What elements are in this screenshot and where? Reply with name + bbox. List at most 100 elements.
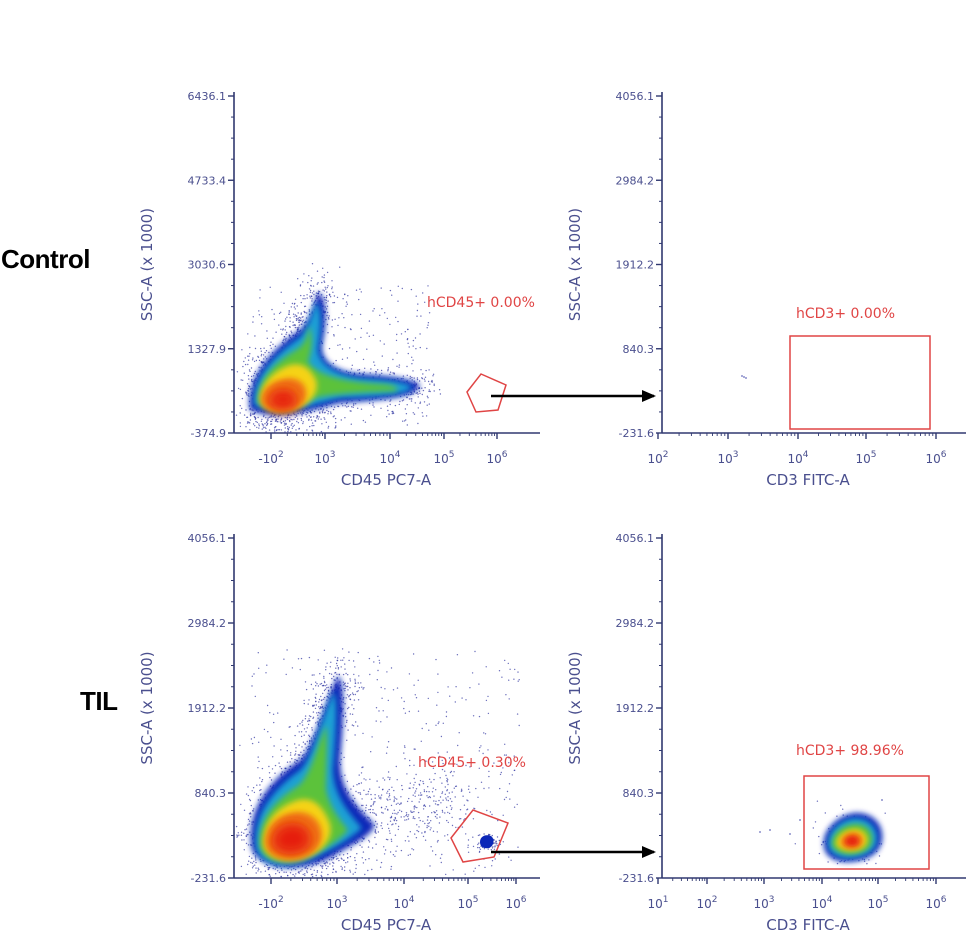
event-dot	[362, 862, 365, 864]
event-dot	[249, 419, 252, 421]
event-dot	[404, 758, 406, 760]
event-dot	[426, 795, 428, 797]
event-dot	[273, 414, 276, 417]
event-dot	[467, 844, 469, 846]
event-dot	[419, 401, 422, 403]
event-dot	[257, 867, 259, 869]
event-dot	[384, 399, 386, 401]
event-dot	[390, 399, 392, 401]
event-dot	[421, 412, 423, 414]
event-dot	[282, 420, 285, 423]
event-dot	[343, 869, 346, 872]
event-dot	[514, 668, 516, 671]
event-dot	[254, 418, 257, 421]
event-dot	[291, 422, 293, 425]
event-dot	[340, 865, 342, 868]
event-dot	[389, 832, 391, 834]
event-dot	[380, 861, 383, 864]
event-dot	[323, 689, 326, 692]
x-tick-label: 105	[433, 450, 454, 466]
event-dot	[266, 330, 268, 332]
event-dot	[415, 392, 417, 394]
event-dot	[339, 344, 341, 346]
event-dot	[362, 766, 364, 768]
event-dot	[262, 354, 265, 356]
event-dot	[326, 323, 329, 326]
event-dot	[309, 291, 312, 293]
event-dot	[451, 800, 453, 803]
event-dot	[310, 416, 312, 418]
event-dot	[247, 375, 250, 377]
event-dot	[374, 829, 377, 831]
event-dot	[430, 820, 432, 822]
event-dot	[266, 358, 268, 360]
event-dot	[250, 861, 252, 864]
event-dot	[329, 294, 331, 296]
event-dot	[505, 694, 507, 696]
y-tick-label: 6436.1	[188, 90, 227, 103]
event-dot	[268, 874, 270, 876]
event-dot	[371, 736, 373, 738]
event-dot	[427, 786, 429, 788]
event-dot	[266, 422, 269, 425]
event-dot	[395, 339, 398, 342]
event-dot	[308, 742, 311, 744]
event-dot	[288, 310, 290, 312]
event-dot	[298, 316, 301, 319]
event-dot	[298, 321, 300, 323]
event-dot	[241, 839, 243, 841]
event-dot	[513, 806, 516, 808]
event-dot	[299, 320, 302, 322]
event-dot	[337, 405, 340, 408]
event-dot	[409, 764, 411, 767]
event-dot	[246, 422, 249, 424]
event-dot	[271, 768, 274, 770]
event-dot	[296, 415, 298, 417]
event-dot	[332, 858, 334, 860]
event-dot	[306, 871, 308, 874]
event-dot	[305, 688, 308, 691]
event-dot	[370, 368, 372, 370]
event-dot	[345, 301, 348, 303]
event-dot	[276, 420, 278, 423]
event-dot	[265, 427, 267, 430]
event-dot	[283, 336, 285, 338]
event-dot	[433, 384, 435, 387]
event-dot	[243, 839, 245, 841]
event-dot	[336, 296, 339, 299]
event-dot	[308, 715, 311, 717]
event-dot	[294, 753, 297, 755]
event-dot	[262, 415, 265, 418]
event-dot	[244, 829, 246, 831]
event-dot	[435, 658, 437, 661]
event-dot	[308, 415, 310, 417]
event-dot	[340, 666, 342, 668]
event-dot	[438, 822, 441, 824]
event-dot	[459, 809, 462, 811]
event-dot	[331, 288, 333, 290]
event-dot	[284, 427, 286, 429]
event-dot	[280, 867, 283, 870]
x-tick-label: 106	[486, 450, 507, 466]
event-dot	[311, 866, 313, 868]
event-dot	[263, 361, 265, 363]
event-dot	[333, 295, 336, 297]
event-dot	[286, 745, 288, 747]
event-dot	[338, 317, 340, 319]
event-dot	[387, 409, 389, 412]
event-dot	[278, 762, 280, 764]
event-dot	[268, 351, 270, 354]
event-dot	[435, 810, 438, 812]
event-dot	[465, 833, 467, 835]
event-dot	[271, 308, 273, 311]
event-dot	[308, 735, 311, 738]
event-dot	[426, 347, 428, 350]
event-dot	[346, 357, 349, 359]
event-dot	[380, 806, 383, 808]
event-dot	[326, 271, 329, 274]
event-dot	[447, 686, 449, 688]
event-dot	[268, 429, 271, 431]
event-dot	[352, 785, 355, 787]
event-dot	[355, 867, 357, 870]
event-dot	[264, 351, 266, 354]
